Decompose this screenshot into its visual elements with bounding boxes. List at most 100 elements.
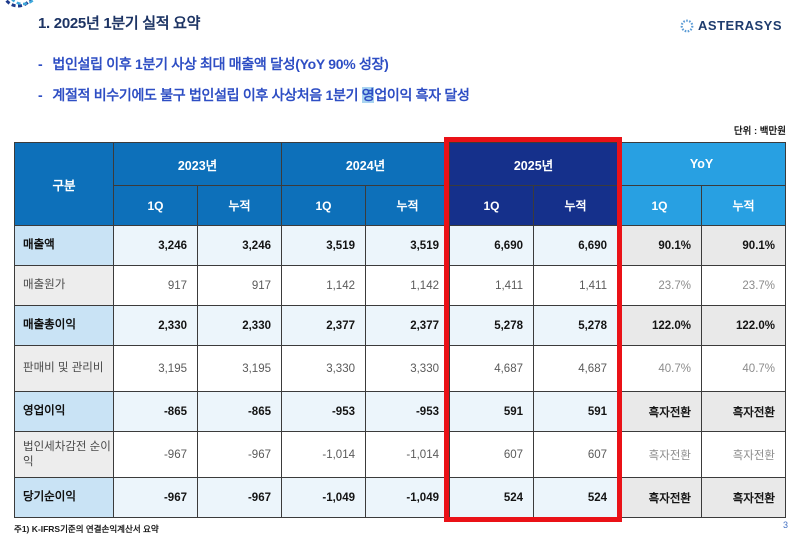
table-cell: 23.7%	[617, 265, 702, 306]
gear-icon	[4, 0, 35, 8]
table-cell: -967	[197, 431, 282, 478]
table-cell: 23.7%	[700, 265, 787, 306]
table-cell: 524	[449, 477, 534, 518]
table-cell: 흑자전환	[617, 477, 702, 518]
table-cell: 3,330	[365, 345, 450, 392]
bullet-text: 법인설립 이후 1분기 사상 최대 매출액 달성(YoY 90% 성장)	[52, 56, 389, 72]
table-cell: 524	[533, 477, 618, 518]
table-cell: 3,195	[197, 345, 282, 392]
table-cell: 3,195	[113, 345, 198, 392]
table-cell: 122.0%	[700, 305, 787, 346]
bullet-item: - 법인설립 이후 1분기 사상 최대 매출액 달성(YoY 90% 성장)	[38, 54, 470, 74]
table-cell: 607	[449, 431, 534, 478]
table-cell: 40.7%	[700, 345, 787, 392]
table-cell: 6,690	[449, 225, 534, 266]
table-cell: 흑자전환	[700, 431, 787, 478]
table-cell: 흑자전환	[700, 391, 787, 432]
results-table: 구분 2023년 2024년 2025년 YoY 1Q 누적 1Q 누적 1Q 누적 1Q 누적 매출액…	[14, 142, 787, 518]
table-cell: -865	[113, 391, 198, 432]
table-cell: 흑자전환	[617, 431, 702, 478]
table-cell: -967	[197, 477, 282, 518]
footnote: 주1) K-IFRS기준의 연결손익계산서 요약	[14, 524, 159, 534]
table-cell: 2,377	[365, 305, 450, 346]
table-cell: -1,014	[365, 431, 450, 478]
table-cell: -1,049	[365, 477, 450, 518]
row-label: 법인세차감전 순이익	[14, 431, 114, 478]
table-cell: 1,411	[449, 265, 534, 306]
table-header: 구분 2023년 2024년 2025년 YoY 1Q 누적 1Q 누적 1Q 누적 1Q 누적	[14, 142, 787, 226]
table-row: 매출액 3,246 3,246 3,519 3,519 6,690 6,690 90.1% 90…	[14, 225, 787, 266]
table-cell: 4,687	[449, 345, 534, 392]
table-row: 법인세차감전 순이익 -967 -967 -1,014 -1,014 607 607 흑자전환…	[14, 431, 787, 478]
row-label: 매출총이익	[14, 305, 114, 346]
table-cell: 2,377	[281, 305, 366, 346]
table-cell: 6,690	[533, 225, 618, 266]
column-group-header: YoY	[616, 142, 787, 186]
row-label: 매출액	[14, 225, 114, 266]
page-number: 3	[782, 520, 788, 530]
bullet-dash: -	[38, 56, 43, 72]
table-cell: 90.1%	[700, 225, 787, 266]
bullet-dash: -	[38, 87, 43, 103]
sub-header: 1Q	[281, 185, 366, 226]
table-row: 영업이익 -865 -865 -953 -953 591 591 흑자전환 흑자전환	[14, 391, 787, 432]
table-cell: 5,278	[533, 305, 618, 346]
table-cell: 3,246	[113, 225, 198, 266]
table-row: 당기순이익 -967 -967 -1,049 -1,049 524 524 흑자전환 흑자전환	[14, 477, 787, 518]
table-cell: 1,142	[281, 265, 366, 306]
table-cell: 4,687	[533, 345, 618, 392]
column-group-header: 2025년	[449, 142, 618, 186]
bullet-item: - 계절적 비수기에도 불구 법인설립 이후 사상처음 1분기 영업이익 흑자 …	[38, 85, 470, 105]
table-cell: 3,246	[197, 225, 282, 266]
row-label: 영업이익	[14, 391, 114, 432]
table-cell: 2,330	[197, 305, 282, 346]
column-group-header: 2023년	[113, 142, 282, 186]
row-label: 매출원가	[14, 265, 114, 306]
table-cell: 917	[113, 265, 198, 306]
table-body: 매출액 3,246 3,246 3,519 3,519 6,690 6,690 90.1% 90…	[14, 225, 787, 518]
unit-label: 단위 : 백만원	[733, 126, 786, 137]
sub-header: 누적	[700, 185, 787, 226]
sub-header: 1Q	[617, 185, 702, 226]
table-cell: 3,330	[281, 345, 366, 392]
table-cell: 2,330	[113, 305, 198, 346]
sub-header: 누적	[197, 185, 282, 226]
sub-header: 누적	[533, 185, 618, 226]
table-cell: 607	[533, 431, 618, 478]
table-cell: 122.0%	[617, 305, 702, 346]
sub-header: 1Q	[113, 185, 198, 226]
table-cell: 흑자전환	[700, 477, 787, 518]
table-row: 매출총이익 2,330 2,330 2,377 2,377 5,278 5,278 122.0…	[14, 305, 787, 346]
table-cell: 917	[197, 265, 282, 306]
sub-header: 누적	[365, 185, 450, 226]
table-cell: -953	[281, 391, 366, 432]
table-cell: 흑자전환	[617, 391, 702, 432]
table-cell: -967	[113, 431, 198, 478]
table-cell: 40.7%	[617, 345, 702, 392]
table-cell: -1,014	[281, 431, 366, 478]
table-cell: 1,142	[365, 265, 450, 306]
table-cell: -953	[365, 391, 450, 432]
table-cell: -865	[197, 391, 282, 432]
table-cell: 3,519	[365, 225, 450, 266]
company-logo: ASTERASYS	[680, 18, 782, 33]
row-label: 당기순이익	[14, 477, 114, 518]
summary-bullets: - 법인설립 이후 1분기 사상 최대 매출액 달성(YoY 90% 성장) -…	[38, 54, 470, 116]
corner-header: 구분	[14, 142, 114, 226]
highlighted-char: 영	[361, 87, 375, 103]
table-cell: 5,278	[449, 305, 534, 346]
table-cell: 90.1%	[617, 225, 702, 266]
table-cell: 591	[533, 391, 618, 432]
row-label: 판매비 및 관리비	[14, 345, 114, 392]
bullet-text: 계절적 비수기에도 불구 법인설립 이후 사상처음 1분기 영업이익 흑자 달성	[52, 87, 470, 103]
table-cell: 1,411	[533, 265, 618, 306]
page-title: 1. 2025년 1분기 실적 요약	[38, 15, 201, 32]
table-row: 판매비 및 관리비 3,195 3,195 3,330 3,330 4,687 4,687 4…	[14, 345, 787, 392]
logo-text: ASTERASYS	[698, 18, 782, 33]
table-cell: -1,049	[281, 477, 366, 518]
column-group-header: 2024년	[281, 142, 450, 186]
table-row: 매출원가 917 917 1,142 1,142 1,411 1,411 23.7% 23.7%	[14, 265, 787, 306]
table-cell: -967	[113, 477, 198, 518]
table-cell: 3,519	[281, 225, 366, 266]
